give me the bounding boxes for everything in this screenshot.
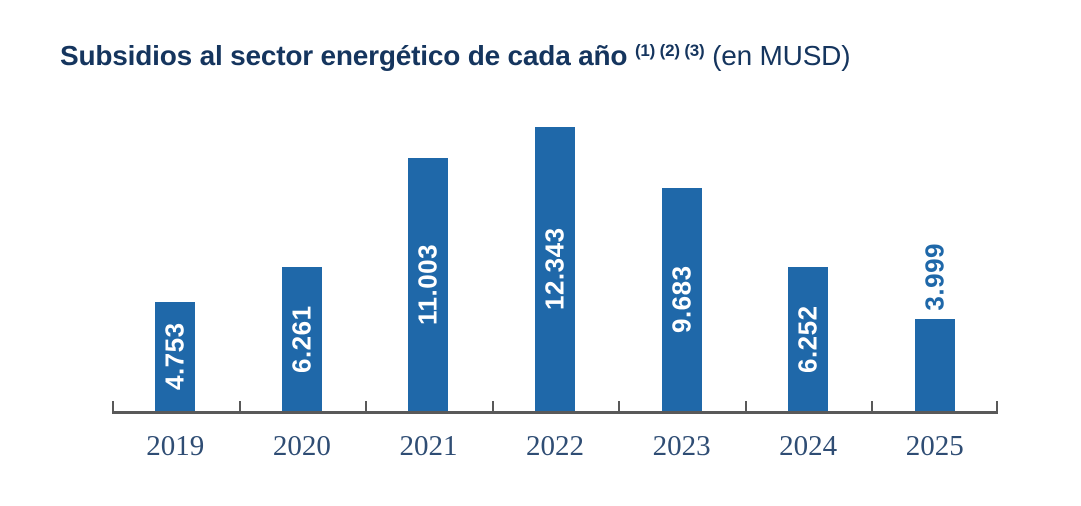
x-axis-tick bbox=[871, 401, 873, 411]
x-tick-label-2020: 2020 bbox=[272, 430, 331, 462]
x-tick-label-2022: 2022 bbox=[526, 430, 585, 462]
x-tick-label-2025: 2025 bbox=[905, 430, 964, 462]
x-axis-tick bbox=[745, 401, 747, 411]
x-axis-tick bbox=[996, 401, 998, 411]
chart-title-main: Subsidios al sector energético de cada a… bbox=[60, 40, 628, 71]
bar-2022 bbox=[535, 127, 575, 411]
x-tick-label-2024: 2024 bbox=[779, 430, 838, 462]
x-tick-label-2023: 2023 bbox=[652, 430, 711, 462]
bar-2020 bbox=[282, 267, 322, 411]
bar-value-label-2024: 6.252 bbox=[792, 305, 823, 373]
x-axis-tick bbox=[365, 401, 367, 411]
bar-2021 bbox=[408, 158, 448, 411]
x-axis-tick bbox=[492, 401, 494, 411]
bar-2024 bbox=[788, 267, 828, 411]
bar-2019 bbox=[155, 302, 195, 411]
chart-title: Subsidios al sector energético de cada a… bbox=[60, 40, 851, 72]
bar-2025 bbox=[915, 319, 955, 411]
chart-title-footnote-markers: (1) (2) (3) bbox=[634, 41, 705, 60]
bar-value-label-2025: 3.999 bbox=[919, 243, 950, 311]
x-tick-label-2019: 2019 bbox=[146, 430, 205, 462]
x-axis-tick bbox=[239, 401, 241, 411]
bar-value-label-2023: 9.683 bbox=[666, 265, 697, 334]
bar-value-label-2019: 4.753 bbox=[159, 322, 190, 391]
bar-value-label-2021: 11.003 bbox=[412, 243, 443, 326]
x-tick-label-2021: 2021 bbox=[399, 430, 458, 462]
chart-title-unit: (en MUSD) bbox=[712, 40, 851, 71]
x-axis-tick bbox=[112, 401, 114, 411]
bar-value-label-2020: 6.261 bbox=[286, 305, 317, 373]
bar-2023 bbox=[662, 188, 702, 411]
x-axis-tick bbox=[618, 401, 620, 411]
bar-chart: 4.753 6.261 11.003 12.343 9.683 6.252 3.999 bbox=[112, 100, 998, 414]
x-axis-line bbox=[112, 411, 998, 414]
x-axis-labels: 2019 2020 2021 2022 2023 2024 2025 bbox=[112, 430, 998, 463]
bar-value-label-2022: 12.343 bbox=[539, 227, 570, 311]
